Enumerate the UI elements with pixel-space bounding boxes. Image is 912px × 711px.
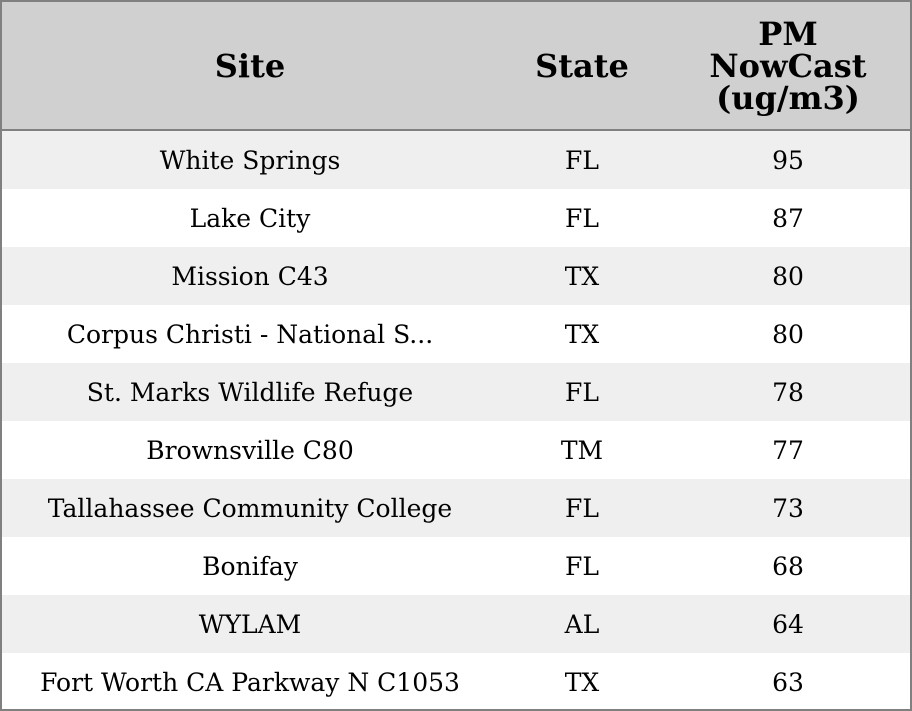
table-text: Lake City — [189, 203, 311, 233]
table-text: Tallahassee Community College — [47, 493, 453, 523]
table-cell: 80 — [666, 247, 910, 305]
table-text: FL — [565, 551, 599, 581]
table-text: Brownsville C80 — [146, 435, 354, 465]
table-cell: Tallahassee Community College — [2, 479, 498, 537]
table-row: WYLAM AL 64 — [2, 595, 910, 653]
table-text: 80 — [772, 261, 804, 291]
table-text: 73 — [772, 493, 804, 523]
table-cell: FL — [498, 131, 666, 189]
table-text: St. Marks Wildlife Refuge — [86, 377, 414, 407]
table-text: 78 — [772, 377, 804, 407]
header-row: Site State PM NowCast (ug/m3) — [2, 2, 910, 131]
header-text: Site — [214, 46, 286, 85]
table-text: 95 — [772, 145, 804, 175]
table-row: Lake City FL 87 — [2, 189, 910, 247]
table-text: Corpus Christi - National S... — [66, 319, 434, 349]
table-row: Fort Worth CA Parkway N C1053 TX 63 — [2, 653, 910, 711]
table-text: TX — [564, 319, 600, 349]
table-row: Mission C43 TX 80 — [2, 247, 910, 305]
table-text: FL — [565, 377, 599, 407]
table-row: St. Marks Wildlife Refuge FL 78 — [2, 363, 910, 421]
table-cell: 95 — [666, 131, 910, 189]
header-text: State — [535, 46, 629, 85]
table-text: AL — [564, 609, 600, 639]
table-cell: TX — [498, 653, 666, 711]
table-text: Fort Worth CA Parkway N C1053 — [40, 667, 460, 697]
table-cell: 77 — [666, 421, 910, 479]
table-text: 68 — [772, 551, 804, 581]
table-text: TX — [564, 667, 600, 697]
table-row: Bonifay FL 68 — [2, 537, 910, 595]
table-text: FL — [565, 145, 599, 175]
table-text: 80 — [772, 319, 804, 349]
table-cell: 80 — [666, 305, 910, 363]
table-cell: Lake City — [2, 189, 498, 247]
table-cell: 73 — [666, 479, 910, 537]
table-cell: 68 — [666, 537, 910, 595]
table-cell: St. Marks Wildlife Refuge — [2, 363, 498, 421]
table-row: Corpus Christi - National S... TX 80 — [2, 305, 910, 363]
header-text: PM NowCast (ug/m3) — [709, 14, 867, 117]
table-cell: FL — [498, 189, 666, 247]
table-text: White Springs — [159, 145, 341, 175]
table-row: Tallahassee Community College FL 73 — [2, 479, 910, 537]
table-cell: FL — [498, 537, 666, 595]
table-cell: White Springs — [2, 131, 498, 189]
table-text: FL — [565, 493, 599, 523]
table-text: FL — [565, 203, 599, 233]
table-cell: FL — [498, 479, 666, 537]
table-text: 63 — [772, 667, 804, 697]
table-text: 87 — [772, 203, 804, 233]
table-row: White Springs FL 95 — [2, 131, 910, 189]
table-cell: Fort Worth CA Parkway N C1053 — [2, 653, 498, 711]
table-cell: Brownsville C80 — [2, 421, 498, 479]
table-text: TM — [560, 435, 604, 465]
header-cell: State — [498, 2, 666, 129]
table-cell: WYLAM — [2, 595, 498, 653]
table-text: WYLAM — [198, 609, 302, 639]
table-cell: TX — [498, 247, 666, 305]
table-cell: 63 — [666, 653, 910, 711]
table-text: 77 — [772, 435, 804, 465]
table-cell: 64 — [666, 595, 910, 653]
table-cell: 78 — [666, 363, 910, 421]
header-cell: Site — [2, 2, 498, 129]
table-cell: Corpus Christi - National S... — [2, 305, 498, 363]
table-text: 64 — [772, 609, 804, 639]
table-cell: Bonifay — [2, 537, 498, 595]
table-text: TX — [564, 261, 600, 291]
table-row: Brownsville C80 TM 77 — [2, 421, 910, 479]
table-cell: TX — [498, 305, 666, 363]
header-cell: PM NowCast (ug/m3) — [666, 2, 910, 129]
table-cell: AL — [498, 595, 666, 653]
table-cell: TM — [498, 421, 666, 479]
table-cell: Mission C43 — [2, 247, 498, 305]
table-text: Mission C43 — [171, 261, 329, 291]
table-cell: FL — [498, 363, 666, 421]
table-text: Bonifay — [202, 551, 298, 581]
table-cell: 87 — [666, 189, 910, 247]
